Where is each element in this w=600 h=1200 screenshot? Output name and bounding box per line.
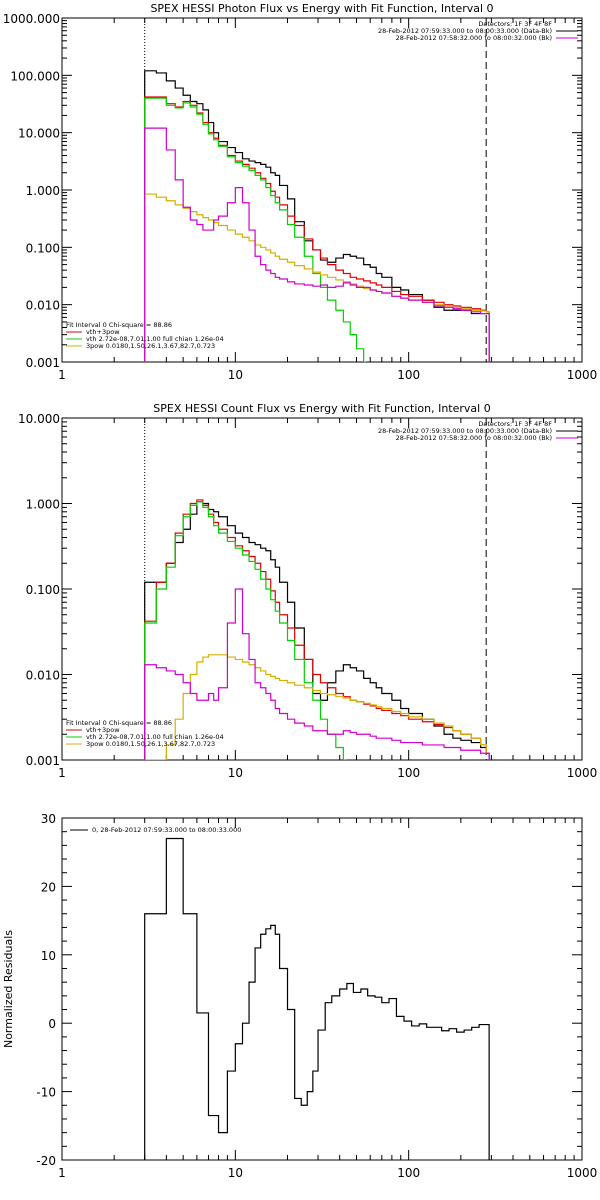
y-axis-label: Normalized Residuals bbox=[2, 930, 15, 1048]
legend-bottom-left-text: Fit Interval 0 Chi-square = 88.86 bbox=[66, 321, 172, 329]
x-tick-label: 1 bbox=[58, 368, 66, 382]
legend-top-right-text: 28-Feb-2012 07:59:33.000 to 08:00:33.000… bbox=[378, 427, 552, 435]
legend-bottom-left-text: vth 2.72e-08,7.01,1.00 full chian 1.26e-… bbox=[86, 335, 224, 343]
x-tick-label: 100 bbox=[397, 766, 420, 780]
legend-bottom-left-text: vth 2.72e-08,7.01,1.00 full chian 1.26e-… bbox=[86, 733, 224, 741]
y-tick-label: 0.010 bbox=[26, 669, 60, 683]
x-tick-label: 1 bbox=[58, 766, 66, 780]
chart-title: SPEX HESSI Photon Flux vs Energy with Fi… bbox=[150, 2, 493, 15]
y-tick-label: -10 bbox=[36, 1086, 56, 1100]
x-tick-label: 1 bbox=[58, 1166, 66, 1180]
y-tick-label: 10.000 bbox=[18, 127, 60, 141]
legend-bottom-left-text: Fit Interval 0 Chi-square = 88.86 bbox=[66, 719, 172, 727]
y-tick-label: 0.001 bbox=[26, 754, 60, 768]
x-tick-label: 1000 bbox=[567, 368, 598, 382]
y-tick-label: 0.010 bbox=[26, 299, 60, 313]
x-tick-label: 100 bbox=[397, 368, 420, 382]
y-tick-label: 10 bbox=[41, 949, 56, 963]
legend-top-right-text: Detectors: 1F 3F 4F 8F bbox=[478, 420, 552, 428]
legend-bottom-left-text: vth+3pow bbox=[86, 726, 120, 734]
series-vth-3pow bbox=[144, 96, 490, 362]
x-tick-label: 10 bbox=[228, 1166, 243, 1180]
legend-bottom-left-text: 3pow 0.0180,1.50,26.1,3.67,82.7,0.723 bbox=[86, 740, 215, 748]
legend-bottom-left-text: 3pow 0.0180,1.50,26.1,3.67,82.7,0.723 bbox=[86, 342, 215, 350]
y-tick-label: 10.000 bbox=[18, 412, 60, 426]
y-tick-label: 0.100 bbox=[26, 583, 60, 597]
y-tick-label: 30 bbox=[41, 812, 56, 826]
y-tick-label: 1.000 bbox=[26, 498, 60, 512]
plot-frame bbox=[61, 17, 583, 363]
legend-top-right-text: 28-Feb-2012 07:58:32.000 to 08:00:32.000… bbox=[396, 34, 552, 42]
series-bk bbox=[144, 127, 490, 362]
y-tick-label: 0.001 bbox=[26, 356, 60, 370]
series-0-28-feb-2012-07-59-33-000-to-08-00-33-000 bbox=[144, 837, 490, 1160]
legend-bottom-left-text: vth+3pow bbox=[86, 328, 120, 336]
x-tick-label: 1000 bbox=[567, 1166, 598, 1180]
series-data-bk bbox=[144, 70, 490, 362]
legend-top-right-text: Detectors: 1F 3F 4F 8F bbox=[478, 20, 552, 28]
plot-area bbox=[144, 499, 490, 760]
legend-top-right-text: 28-Feb-2012 07:59:33.000 to 08:00:33.000… bbox=[378, 27, 552, 35]
y-tick-label: 100.000 bbox=[10, 69, 60, 83]
series-data-bk bbox=[144, 501, 490, 760]
plot-frame bbox=[61, 817, 583, 1161]
plot-area bbox=[144, 837, 490, 1160]
y-tick-label: 1000.000 bbox=[3, 12, 60, 26]
series-bk bbox=[144, 588, 490, 760]
x-tick-label: 100 bbox=[397, 1166, 420, 1180]
x-tick-label: 10 bbox=[228, 766, 243, 780]
x-tick-label: 1000 bbox=[567, 766, 598, 780]
x-tick-label: 10 bbox=[228, 368, 243, 382]
series-3pow bbox=[144, 654, 490, 760]
legend-text: 0, 28-Feb-2012 07:59:33.000 to 08:00:33.… bbox=[92, 826, 241, 834]
y-tick-label: 0.100 bbox=[26, 241, 60, 255]
series-vth bbox=[144, 97, 367, 362]
plot-frame bbox=[61, 417, 583, 761]
y-tick-label: 0 bbox=[48, 1017, 56, 1031]
chart-title: SPEX HESSI Count Flux vs Energy with Fit… bbox=[153, 402, 490, 415]
y-tick-label: -20 bbox=[36, 1154, 56, 1168]
y-tick-label: 1.000 bbox=[26, 184, 60, 198]
y-tick-label: 20 bbox=[41, 880, 56, 894]
series-vth-3pow bbox=[144, 499, 490, 760]
legend-top-right-text: 28-Feb-2012 07:58:32.000 to 08:00:32.000… bbox=[396, 434, 552, 442]
plot-area bbox=[144, 70, 490, 362]
